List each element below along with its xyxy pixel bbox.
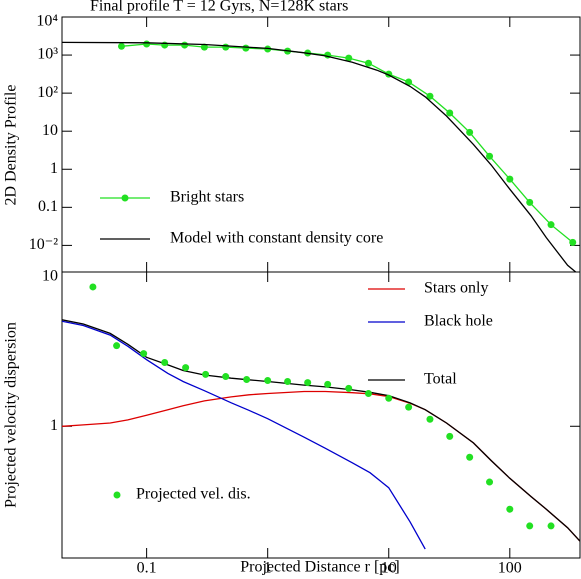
y-tick-label: 10 [42, 122, 58, 139]
y-tick-label: 1 [50, 417, 58, 434]
x-tick-label: 0.1 [137, 560, 157, 577]
x-tick-label: 100 [498, 560, 522, 577]
data-point [143, 40, 151, 48]
data-point [117, 42, 125, 50]
data-point [405, 403, 413, 411]
data-point [264, 377, 272, 385]
data-point [526, 198, 534, 206]
data-point [547, 522, 555, 530]
plot-area [62, 40, 577, 272]
data-point [385, 394, 393, 402]
data-point [506, 505, 514, 513]
y-axis-label: Projected velocity dispersion [3, 322, 20, 508]
panel-frame [61, 271, 581, 559]
data-point [486, 152, 494, 160]
data-point [242, 44, 250, 52]
y-tick-label: 10³ [37, 46, 58, 63]
legend-marker [121, 194, 129, 202]
data-point [547, 221, 555, 229]
legend-marker [113, 491, 121, 499]
data-point [466, 453, 474, 461]
data-point [161, 359, 169, 367]
y-tick-label: 0.1 [38, 198, 58, 215]
data-point [345, 54, 353, 62]
data-point [140, 350, 148, 358]
data-point [526, 522, 534, 530]
data-point [222, 43, 230, 51]
data-point [304, 379, 312, 387]
data-point [202, 370, 210, 378]
data-point [200, 43, 208, 51]
legend-label: Model with constant density core [170, 230, 383, 247]
data-point [222, 373, 230, 381]
data-point [113, 342, 121, 350]
legend-label: Bright stars [170, 189, 244, 206]
data-point [182, 364, 190, 372]
series-line [62, 319, 580, 542]
data-point [446, 109, 454, 117]
legend-label: Projected vel. dis. [136, 486, 251, 503]
y-tick-label: 10 [42, 268, 58, 285]
plot-area [62, 283, 580, 550]
data-point [466, 128, 474, 136]
y-axis-label: 2D Density Profile [3, 85, 20, 206]
data-point [364, 59, 372, 67]
data-point [284, 378, 292, 386]
data-point [426, 92, 434, 100]
x-axis-label: Projected Distance r [pc] [240, 559, 399, 576]
y-tick-label: 10⁴ [36, 13, 58, 30]
data-point [324, 380, 332, 388]
legend-label: Black hole [424, 313, 493, 330]
x-tick-label: 10 [381, 560, 397, 577]
chart-title: Final profile T = 12 Gyrs, N=128K stars [90, 0, 348, 15]
series-line [62, 41, 577, 272]
data-point [506, 175, 514, 183]
y-tick-label: 10⁻² [29, 236, 58, 253]
data-point [243, 375, 251, 383]
data-point [405, 78, 413, 86]
series-line [62, 390, 580, 542]
data-point [426, 415, 434, 423]
y-tick-label: 10² [37, 84, 58, 101]
legend-label: Stars only [424, 280, 488, 297]
data-point [569, 238, 577, 246]
data-point [345, 384, 353, 392]
data-point [89, 283, 97, 291]
data-point [181, 41, 189, 49]
x-tick-label: 1 [264, 560, 272, 577]
data-point [446, 432, 454, 440]
legend-label: Total [424, 371, 457, 388]
series-line [62, 320, 426, 550]
series-line [121, 43, 574, 243]
data-point [364, 390, 372, 398]
y-tick-label: 1 [50, 160, 58, 177]
data-point [486, 478, 494, 486]
